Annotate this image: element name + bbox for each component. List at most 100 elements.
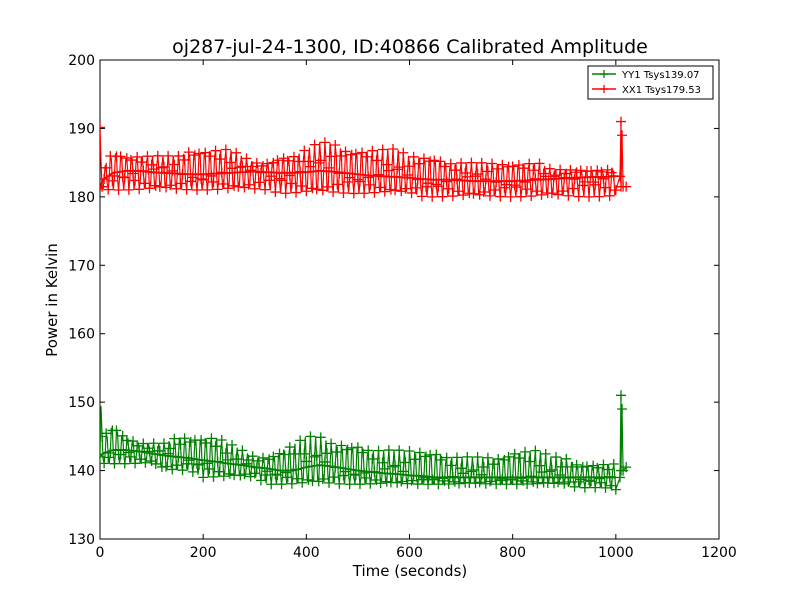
data-point-marker (103, 184, 114, 195)
data-point-marker (544, 466, 555, 477)
data-point-marker (138, 165, 149, 176)
data-point-marker (198, 174, 209, 185)
data-point-marker (592, 462, 603, 473)
data-point-marker (352, 442, 363, 453)
data-point-marker (575, 474, 586, 485)
data-point-marker (615, 390, 626, 401)
data-point-marker (594, 473, 605, 484)
data-point-marker (268, 451, 279, 462)
data-point-marker (100, 181, 108, 192)
data-point-marker (352, 174, 363, 185)
data-point-marker (489, 184, 500, 195)
data-point-marker (136, 157, 147, 168)
data-point-marker (272, 469, 283, 480)
data-point-marker (297, 477, 308, 488)
data-point-marker (218, 471, 229, 482)
data-point-marker (216, 167, 227, 178)
data-point-marker (142, 151, 153, 162)
data-point-marker (324, 477, 335, 488)
data-point-marker (579, 482, 590, 493)
data-point-marker (435, 156, 446, 167)
data-point-marker (548, 171, 559, 182)
data-point-marker (293, 156, 304, 167)
data-point-marker (610, 484, 621, 495)
data-point-marker (392, 164, 403, 175)
data-point-marker (472, 169, 483, 180)
data-point-marker (216, 435, 227, 446)
data-point-marker (309, 139, 320, 150)
data-point-marker (445, 158, 456, 169)
data-point-marker (105, 448, 116, 459)
data-point-marker (330, 462, 341, 473)
data-point-marker (414, 447, 425, 458)
data-point-marker (321, 448, 332, 459)
data-point-marker (359, 468, 370, 479)
legend: YY1 Tsys139.07 XX1 Tsys179.53 (587, 65, 714, 100)
data-point-marker (425, 156, 436, 167)
series-markers (100, 390, 632, 495)
data-point-marker (187, 466, 198, 477)
data-point-marker (421, 451, 432, 462)
data-point-marker (109, 458, 120, 469)
data-point-marker (175, 178, 186, 189)
data-point-marker (173, 452, 184, 463)
data-point-marker (208, 176, 219, 187)
data-point-marker (503, 451, 514, 462)
data-point-marker (148, 164, 159, 175)
data-point-marker (163, 150, 174, 161)
data-point-marker (233, 454, 244, 465)
data-point-marker (604, 471, 615, 482)
data-point-marker (416, 474, 427, 485)
data-point-marker (321, 181, 332, 192)
data-point-marker (594, 191, 605, 202)
data-point-marker (262, 158, 273, 169)
data-point-marker (559, 478, 570, 489)
data-point-marker (588, 460, 599, 471)
data-point-marker (334, 478, 345, 489)
data-point-marker (489, 459, 500, 470)
x-tick-label: 800 (499, 545, 526, 561)
data-point-marker (132, 440, 143, 451)
data-point-marker (117, 171, 128, 182)
data-point-marker (276, 175, 287, 186)
data-point-marker (150, 458, 161, 469)
data-point-marker (357, 447, 368, 458)
data-point-marker (495, 191, 506, 202)
data-point-marker (586, 476, 597, 487)
data-point-marker (524, 456, 535, 467)
data-point-marker (435, 454, 446, 465)
data-point-marker (165, 180, 176, 191)
data-point-marker (148, 438, 159, 449)
data-point-marker (224, 157, 235, 168)
data-point-marker (303, 156, 314, 167)
data-point-marker (187, 172, 198, 183)
data-point-marker (548, 478, 559, 489)
data-point-marker (546, 464, 557, 475)
data-point-marker (305, 431, 316, 442)
data-point-marker (255, 167, 266, 178)
data-point-marker (590, 482, 601, 493)
data-point-marker (103, 452, 114, 463)
data-point-marker (383, 165, 394, 176)
data-point-marker (474, 477, 485, 488)
data-point-marker (344, 479, 355, 490)
data-point-marker (487, 158, 498, 169)
data-point-marker (282, 155, 293, 166)
data-point-marker (243, 179, 254, 190)
data-point-marker (181, 184, 192, 195)
data-point-marker (608, 458, 619, 469)
data-point-marker (138, 438, 149, 449)
data-point-marker (567, 183, 578, 194)
data-point-marker (280, 188, 291, 199)
data-point-marker (231, 147, 242, 158)
data-point-marker (134, 446, 145, 457)
data-point-marker (237, 161, 248, 172)
y-tick-label: 180 (68, 190, 95, 206)
data-point-marker (227, 439, 238, 450)
data-point-marker (128, 436, 139, 447)
data-point-marker (189, 150, 200, 161)
data-point-marker (454, 478, 465, 489)
data-point-marker (100, 122, 105, 133)
data-point-marker (365, 179, 376, 190)
